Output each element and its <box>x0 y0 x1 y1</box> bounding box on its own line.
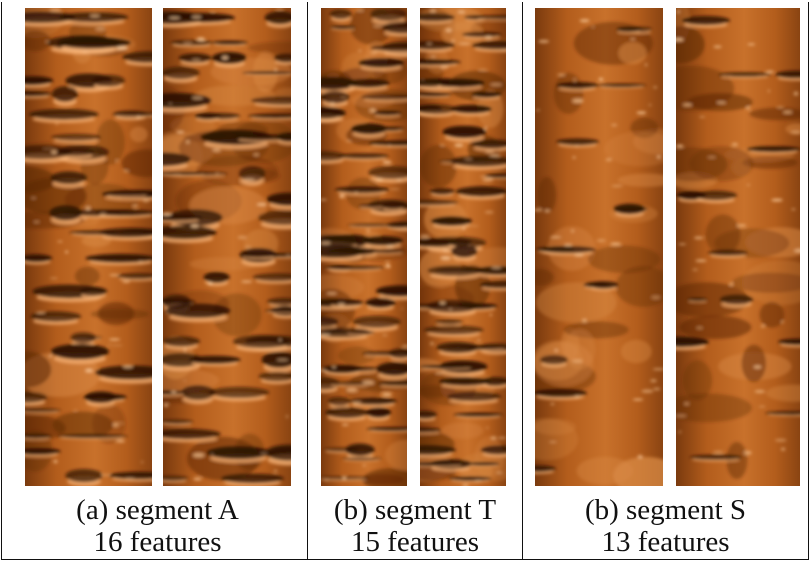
caption-segment-a: (a) segment A 16 features <box>8 494 307 558</box>
panel-divider-1 <box>307 2 308 560</box>
segment-t-left-image <box>321 8 407 486</box>
caption-label: (b) segment T <box>333 494 497 526</box>
caption-label: (a) segment A <box>76 494 239 526</box>
caption-segment-t: (b) segment T 15 features <box>308 494 522 558</box>
caption-segment-s: (b) segment S 13 features <box>523 494 808 558</box>
segment-a-right-image <box>163 8 291 486</box>
segment-s-left-image <box>535 8 663 486</box>
caption-features: 15 features <box>350 526 480 558</box>
caption-label: (b) segment S <box>584 494 747 526</box>
segment-a-left-image <box>25 8 152 486</box>
segment-s-right-image <box>676 8 800 486</box>
caption-features: 13 features <box>601 526 730 558</box>
segment-t-right-image <box>420 8 506 486</box>
panel-divider-2 <box>522 2 523 560</box>
caption-features: 16 features <box>93 526 222 558</box>
